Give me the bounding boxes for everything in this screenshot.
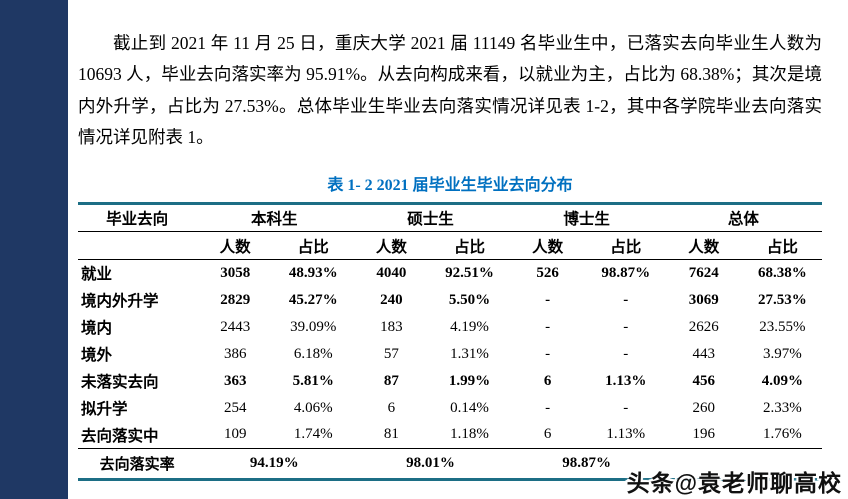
table-footer-rate-row: 去向落实率 94.19% 98.01% 98.87% xyxy=(78,448,822,480)
cell: 240 xyxy=(380,291,403,308)
cell: 98.01% xyxy=(352,448,509,480)
subheader-count: 人数 xyxy=(196,231,275,260)
cell: - xyxy=(545,318,551,335)
group-header-master: 硕士生 xyxy=(352,203,509,232)
cell: 39.09% xyxy=(290,318,337,335)
cell: 254 xyxy=(223,399,247,416)
cell: 2626 xyxy=(688,318,719,335)
cell: 526 xyxy=(536,264,559,281)
cell: - xyxy=(545,291,551,308)
subheader-ratio: 占比 xyxy=(586,231,665,260)
table-row-abroad: 境外 386 6.18% 57 1.31% - - 443 3.97% xyxy=(78,341,822,368)
subheader-count: 人数 xyxy=(352,231,431,260)
cell: 23.55% xyxy=(759,318,806,335)
cell: 260 xyxy=(692,399,716,416)
graduate-destination-table: 毕业去向 本科生 硕士生 博士生 总体 人数 占比 人数 占比 人数 占比 人数… xyxy=(78,202,822,481)
table-row-employment: 就业 3058 48.93% 4040 92.51% 526 98.87% 76… xyxy=(78,260,822,287)
cell: 2.33% xyxy=(763,399,802,416)
cell: 48.93% xyxy=(288,264,338,281)
subheader-ratio: 占比 xyxy=(274,231,353,260)
group-header-undergraduate: 本科生 xyxy=(196,203,353,232)
col-header-spacer xyxy=(78,231,197,260)
cell: - xyxy=(623,399,629,416)
cell: 1.76% xyxy=(763,426,802,443)
cell: - xyxy=(623,345,629,362)
cell: 6.18% xyxy=(293,345,333,362)
cell: 2443 xyxy=(220,318,251,335)
cell: 98.87% xyxy=(601,264,651,281)
table-row-further-study: 境内外升学 2829 45.27% 240 5.50% - - 3069 27.… xyxy=(78,287,822,314)
table-header-groups: 毕业去向 本科生 硕士生 博士生 总体 xyxy=(78,203,822,232)
cell: 3058 xyxy=(220,264,251,281)
cell: 57 xyxy=(383,345,399,362)
cell: 4.19% xyxy=(450,318,489,335)
row-label: 境外 xyxy=(81,347,113,364)
cell: 4040 xyxy=(376,264,407,281)
cell: 196 xyxy=(692,426,716,443)
cell: 81 xyxy=(383,426,399,443)
group-header-doctoral: 博士生 xyxy=(508,203,665,232)
table-row-planned-study: 拟升学 254 4.06% 6 0.14% - - 260 2.33% xyxy=(78,395,822,422)
row-label: 去向落实率 xyxy=(78,448,197,480)
cell: 87 xyxy=(383,372,399,389)
cell: 386 xyxy=(223,345,247,362)
row-label: 去向落实中 xyxy=(81,427,159,445)
cell: - xyxy=(545,399,551,416)
cell: - xyxy=(623,318,629,335)
cell: 1.13% xyxy=(606,426,646,443)
cell: 5.81% xyxy=(292,372,334,389)
cell xyxy=(664,448,822,480)
cell: 6 xyxy=(387,399,396,416)
cell: 1.74% xyxy=(293,426,333,443)
row-label: 未落实去向 xyxy=(81,374,159,391)
table-header-subcolumns: 人数 占比 人数 占比 人数 占比 人数 占比 xyxy=(78,231,822,260)
cell: 1.13% xyxy=(605,372,647,389)
cell: 1.31% xyxy=(450,345,489,362)
cell: 3069 xyxy=(688,291,719,308)
watermark-toutiao-badge: 头条@袁老师聊高校 xyxy=(626,470,842,496)
cell: 456 xyxy=(692,372,716,389)
cell: 1.99% xyxy=(448,372,491,389)
table-row-domestic: 境内 2443 39.09% 183 4.19% - - 2626 23.55% xyxy=(78,314,822,341)
cell: 92.51% xyxy=(445,264,494,281)
cell: 109 xyxy=(223,426,247,443)
cell: 6 xyxy=(543,426,552,443)
left-margin-stripe xyxy=(0,0,68,499)
cell: 2829 xyxy=(220,291,251,308)
cell: 6 xyxy=(543,372,552,389)
cell: 0.14% xyxy=(450,399,489,416)
cell: 4.06% xyxy=(293,399,333,416)
cell: 68.38% xyxy=(758,264,807,281)
subheader-count: 人数 xyxy=(508,231,587,260)
row-label: 就业 xyxy=(81,266,113,284)
cell: 4.09% xyxy=(761,372,804,389)
table-row-in-progress: 去向落实中 109 1.74% 81 1.18% 6 1.13% 196 1.7… xyxy=(78,422,822,449)
cell: 5.50% xyxy=(448,291,491,308)
table-title: 表 1- 2 2021 届毕业生毕业去向分布 xyxy=(327,177,573,194)
cell: 45.27% xyxy=(288,291,338,308)
cell: 3.97% xyxy=(763,345,802,362)
cell: 183 xyxy=(380,318,403,335)
cell: - xyxy=(545,345,551,362)
cell: 7624 xyxy=(688,264,719,281)
row-label: 拟升学 xyxy=(81,401,128,418)
cell: 363 xyxy=(223,372,247,389)
subheader-ratio: 占比 xyxy=(742,231,822,260)
cell: 443 xyxy=(692,345,716,362)
table-row-unsettled: 未落实去向 363 5.81% 87 1.99% 6 1.13% 456 4.0… xyxy=(78,368,822,395)
subheader-ratio: 占比 xyxy=(430,231,509,260)
cell: - xyxy=(623,291,629,308)
col-header-destination: 毕业去向 xyxy=(78,203,197,232)
group-header-total: 总体 xyxy=(664,203,822,232)
row-label: 境内 xyxy=(81,320,113,337)
intro-paragraph: 截止到 2021 年 11 月 25 日，重庆大学 2021 届 11149 名… xyxy=(78,32,822,148)
cell: 1.18% xyxy=(450,426,489,443)
subheader-count: 人数 xyxy=(664,231,743,260)
cell: 27.53% xyxy=(758,291,807,308)
cell: 98.87% xyxy=(508,448,665,480)
cell: 94.19% xyxy=(196,448,353,480)
document-content: 截止到 2021 年 11 月 25 日，重庆大学 2021 届 11149 名… xyxy=(68,0,848,499)
row-label: 境内外升学 xyxy=(81,293,159,310)
